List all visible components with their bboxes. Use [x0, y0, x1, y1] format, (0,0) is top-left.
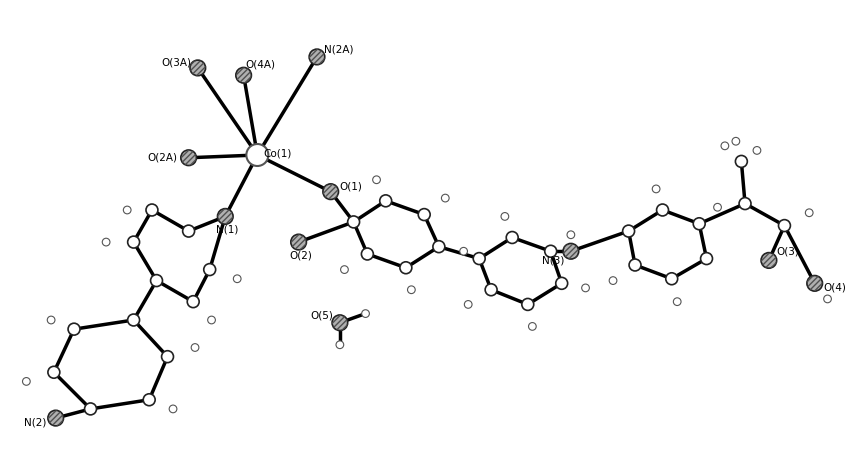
Circle shape [652, 185, 659, 193]
Circle shape [432, 241, 444, 253]
Circle shape [102, 238, 110, 246]
Circle shape [399, 262, 411, 274]
Circle shape [347, 216, 359, 228]
Circle shape [760, 253, 775, 268]
Text: N(1): N(1) [216, 224, 238, 234]
Circle shape [204, 264, 216, 275]
Circle shape [181, 150, 196, 166]
Circle shape [48, 410, 63, 426]
Circle shape [665, 273, 677, 285]
Circle shape [187, 296, 199, 308]
Text: N(2A): N(2A) [324, 45, 353, 55]
Text: N(3): N(3) [541, 256, 563, 266]
Circle shape [123, 206, 131, 214]
Circle shape [629, 259, 641, 271]
Circle shape [150, 275, 162, 286]
Circle shape [521, 298, 533, 310]
Circle shape [47, 316, 55, 324]
Circle shape [127, 236, 139, 248]
Circle shape [699, 253, 711, 265]
Circle shape [246, 144, 268, 166]
Circle shape [713, 203, 721, 211]
Circle shape [720, 142, 728, 150]
Circle shape [291, 234, 306, 250]
Circle shape [693, 218, 705, 230]
Circle shape [555, 277, 567, 289]
Circle shape [362, 310, 369, 317]
Circle shape [233, 275, 241, 283]
Circle shape [506, 231, 518, 244]
Circle shape [731, 137, 739, 145]
Circle shape [332, 315, 347, 331]
Circle shape [127, 314, 139, 326]
Circle shape [485, 284, 496, 296]
Circle shape [656, 204, 668, 216]
Circle shape [235, 67, 251, 83]
Circle shape [752, 147, 760, 154]
Circle shape [335, 341, 343, 349]
Circle shape [806, 276, 821, 291]
Circle shape [340, 266, 348, 274]
Circle shape [372, 176, 380, 184]
Circle shape [622, 225, 634, 237]
Circle shape [441, 194, 449, 202]
Circle shape [309, 49, 324, 65]
Circle shape [84, 403, 96, 415]
Text: O(3A): O(3A) [161, 57, 191, 67]
Circle shape [361, 248, 373, 260]
Circle shape [562, 244, 578, 259]
Text: O(5): O(5) [310, 311, 333, 321]
Text: N(2): N(2) [24, 418, 46, 428]
Circle shape [169, 405, 177, 413]
Circle shape [473, 253, 485, 265]
Circle shape [734, 155, 746, 167]
Text: O(4): O(4) [823, 283, 846, 293]
Circle shape [380, 195, 392, 207]
Circle shape [544, 245, 556, 257]
Circle shape [146, 204, 158, 216]
Circle shape [407, 286, 415, 294]
Circle shape [143, 394, 155, 406]
Circle shape [191, 343, 199, 352]
Text: O(2A): O(2A) [148, 153, 177, 163]
Circle shape [161, 351, 173, 362]
Text: O(3): O(3) [775, 246, 798, 256]
Text: O(2): O(2) [289, 251, 312, 261]
Circle shape [418, 209, 430, 220]
Circle shape [207, 316, 215, 324]
Circle shape [189, 60, 206, 76]
Text: O(1): O(1) [339, 181, 363, 191]
Text: O(4A): O(4A) [245, 59, 276, 69]
Circle shape [459, 247, 467, 255]
Circle shape [804, 209, 812, 217]
Circle shape [823, 295, 831, 303]
Circle shape [608, 277, 616, 285]
Circle shape [68, 323, 80, 335]
Circle shape [22, 378, 30, 385]
Circle shape [778, 219, 790, 231]
Circle shape [738, 198, 750, 209]
Circle shape [48, 366, 60, 378]
Circle shape [581, 284, 589, 292]
Circle shape [218, 209, 233, 224]
Circle shape [322, 184, 338, 200]
Circle shape [672, 298, 680, 305]
Circle shape [464, 301, 472, 308]
Circle shape [501, 213, 508, 220]
Circle shape [183, 225, 194, 237]
Circle shape [566, 231, 574, 238]
Text: Co(1): Co(1) [264, 148, 292, 158]
Circle shape [528, 323, 536, 330]
